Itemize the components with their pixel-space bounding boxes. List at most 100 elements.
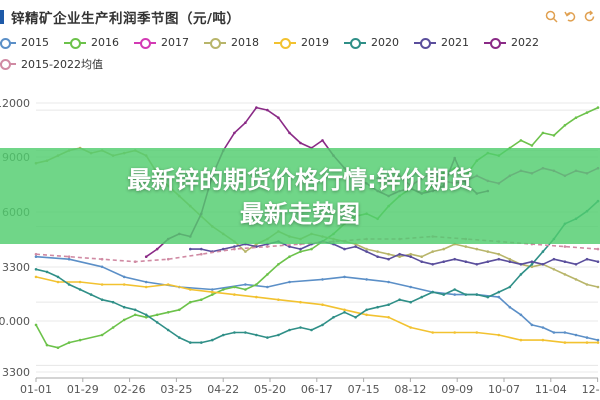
legend-item-7[interactable]: 2022 [484,36,539,49]
legend-item-5[interactable]: 2020 [344,36,399,49]
data-point [144,255,148,258]
data-point [222,247,225,251]
data-point [508,260,512,264]
refresh-icon[interactable] [582,9,596,23]
legend-symbol [414,37,436,49]
data-point [475,263,479,266]
data-point [409,255,413,258]
data-point [387,303,390,307]
data-point [431,290,435,294]
data-point [486,260,490,264]
data-point [541,250,545,253]
data-point [56,275,60,279]
banner-line-1: 最新锌的期货价格行情:锌价期货 [127,166,473,194]
data-point [530,263,534,266]
x-tick-label: 09-09 [441,383,473,396]
legend-symbol [0,59,16,70]
legend-symbol [274,37,296,49]
data-point [78,288,82,291]
data-point [563,245,567,248]
legend-row: 2015-2022均值 [0,56,118,72]
data-point [398,298,401,302]
data-point [365,278,368,281]
data-point [166,257,170,261]
legend-symbol [204,37,226,49]
data-point [321,323,324,327]
data-point [574,263,578,266]
data-point [34,275,38,279]
data-point [530,260,534,264]
legend-item-3[interactable]: 2018 [204,36,259,49]
data-point [78,338,82,342]
banner-line-2: 最新走势图 [240,200,360,228]
data-point [100,257,104,261]
data-point [530,265,534,269]
data-point [266,336,269,339]
data-point [233,247,236,251]
x-tick-label: 04-22 [207,383,239,396]
legend-label: 2015-2022均值 [21,58,103,71]
data-point [585,257,589,261]
data-point [144,313,148,317]
data-point [299,300,302,304]
legend-item-2[interactable]: 2017 [134,36,189,49]
legend-item-0[interactable]: 2015 [0,36,49,49]
chart-title: 锌精矿企业生产利润季节图（元/吨） [11,11,241,27]
data-point [453,293,457,296]
data-point [133,313,137,317]
legend-item-8[interactable]: 2015-2022均值 [0,56,103,72]
data-point [596,285,600,289]
data-point [111,326,115,329]
data-point [277,333,280,337]
data-point [497,257,501,261]
data-point [189,300,192,304]
data-point [596,247,600,251]
data-point [189,288,192,291]
data-point [67,283,71,286]
data-point [244,250,247,253]
data-point [530,323,534,327]
data-point [365,247,368,251]
data-point [34,255,38,258]
legend-item-1[interactable]: 2016 [64,36,119,49]
data-point [343,247,346,251]
x-tick-label: 08-12 [394,383,426,396]
data-point [552,257,556,261]
data-point [122,275,126,279]
data-point [266,273,269,276]
data-point [508,285,512,289]
data-point [541,338,545,342]
data-point [244,331,247,334]
data-point [200,247,203,251]
data-point [56,346,60,350]
series-line-5 [35,200,599,344]
data-point [266,285,269,289]
data-point [519,139,523,142]
data-point [596,341,600,344]
data-point [431,263,435,266]
x-tick-label: 10-07 [488,383,520,396]
zoom-icon[interactable] [544,9,558,23]
data-point [497,290,501,294]
legend-item-4[interactable]: 2019 [274,36,329,49]
data-point [321,303,324,307]
data-point [563,341,567,344]
legend-symbol [64,37,86,49]
data-point [34,252,38,256]
data-point [244,283,247,286]
data-point [585,283,589,286]
undo-icon[interactable] [563,9,577,23]
data-point [332,316,335,319]
legend-item-6[interactable]: 2021 [414,36,469,49]
data-point [310,247,313,251]
data-point [67,255,71,258]
data-point [552,134,556,137]
data-point [100,333,104,337]
data-point [519,263,523,266]
data-point [34,323,38,327]
data-point [530,144,534,147]
legend-label: 2016 [91,36,119,49]
data-point [189,247,192,251]
data-point [299,250,302,253]
x-tick-label: 02-26 [114,383,146,396]
